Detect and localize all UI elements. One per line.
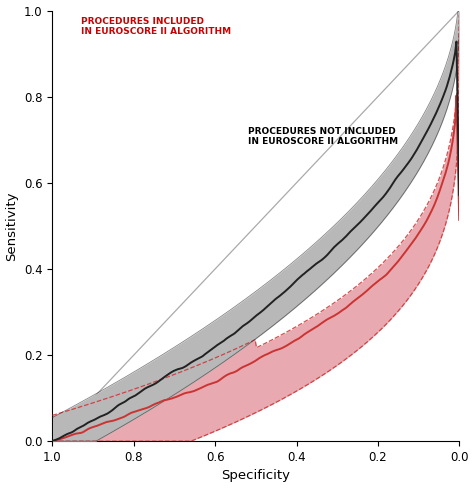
Y-axis label: Sensitivity: Sensitivity [6,191,18,261]
Text: PROCEDURES NOT INCLUDED
IN EUROSCORE II ALGORITHM: PROCEDURES NOT INCLUDED IN EUROSCORE II … [248,127,398,146]
X-axis label: Specificity: Specificity [221,469,291,483]
Text: PROCEDURES INCLUDED
IN EUROSCORE II ALGORITHM: PROCEDURES INCLUDED IN EUROSCORE II ALGO… [81,17,231,37]
